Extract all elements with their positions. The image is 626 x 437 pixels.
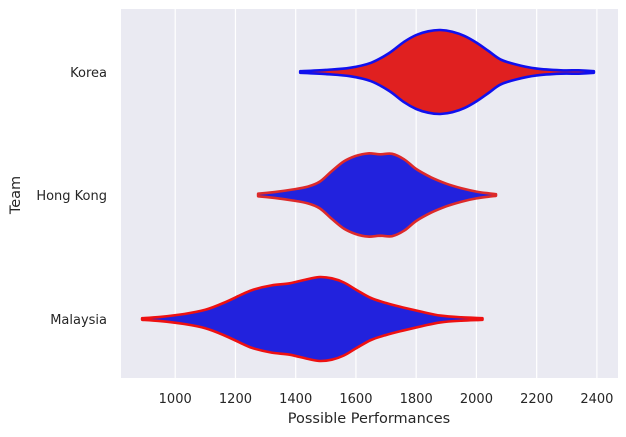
x-tick-label: 2000 — [460, 392, 493, 407]
violin-korea — [298, 28, 596, 116]
violin-hong-kong — [256, 152, 498, 238]
y-tick-label: Malaysia — [50, 313, 107, 328]
x-tick-labels: 1000 1200 1400 1600 1800 2000 2200 2400 — [159, 392, 614, 407]
y-tick-labels: Korea Hong Kong Malaysia — [36, 66, 107, 328]
x-tick-label: 1800 — [400, 392, 433, 407]
x-tick-label: 1600 — [339, 392, 372, 407]
y-tick-label: Korea — [70, 66, 107, 81]
y-tick-label: Hong Kong — [36, 189, 107, 204]
x-tick-label: 2400 — [580, 392, 613, 407]
violin-malaysia — [140, 275, 484, 363]
x-tick-label: 1000 — [159, 392, 192, 407]
violins — [140, 28, 596, 363]
x-tick-label: 2200 — [520, 392, 553, 407]
x-tick-label: 1200 — [219, 392, 252, 407]
y-axis-label: Team — [8, 176, 24, 215]
x-tick-label: 1400 — [279, 392, 312, 407]
x-axis-label: Possible Performances — [288, 411, 450, 427]
